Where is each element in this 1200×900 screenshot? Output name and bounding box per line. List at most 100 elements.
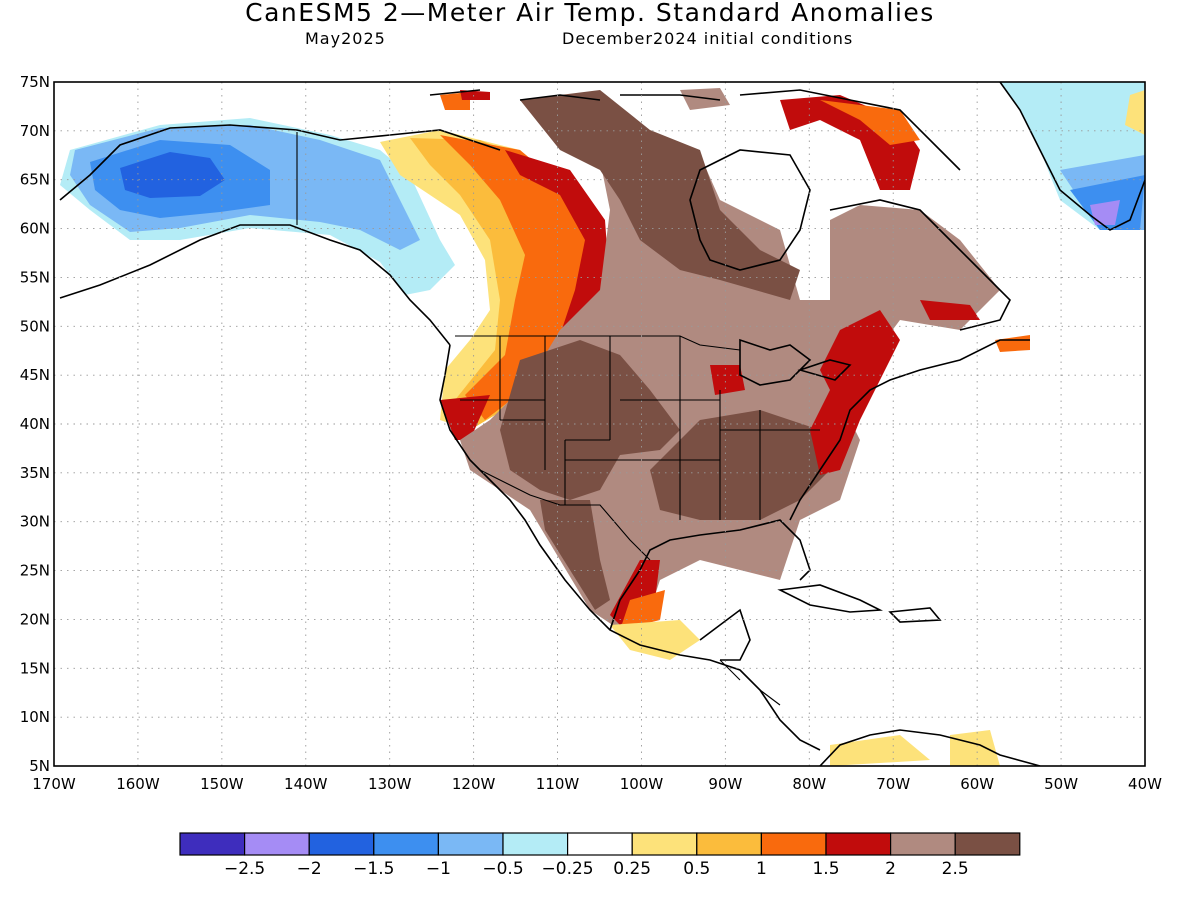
longitude-tick-label: 100W	[620, 775, 664, 793]
anomaly-region-red-labrador	[920, 300, 980, 320]
coastline-great-lakes	[739, 338, 852, 386]
colorbar-label: −1.5	[353, 859, 394, 879]
longitude-tick-label: 170W	[32, 775, 76, 793]
colorbar-label: 1.5	[812, 859, 839, 879]
coastlines	[59, 82, 1145, 766]
colorbar-swatch	[308, 832, 375, 856]
longitude-tick-label: 130W	[368, 775, 412, 793]
latitude-tick-label: 15N	[20, 659, 50, 677]
colorbar-swatch	[566, 832, 633, 856]
longitude-tick-label: 40W	[1128, 775, 1162, 793]
anomaly-region-brown-arctic-island	[680, 88, 730, 110]
coastline-labrador	[829, 199, 1011, 331]
border-us-canada	[455, 335, 741, 351]
anomaly-shading	[60, 82, 1145, 766]
colorbar-swatch	[760, 832, 827, 856]
longitude-tick-label: 60W	[960, 775, 994, 793]
latitude-tick-label: 50N	[20, 317, 50, 335]
colorbar-label: −0.5	[482, 859, 523, 879]
coastline-aleutians	[59, 224, 451, 346]
longitude-ticks: 170W 160W 150W 140W 130W 120W 110W 100W 90W 80W 70…	[32, 775, 1162, 793]
latitude-tick-label: 20N	[20, 610, 50, 628]
anomaly-region-greenland-yellow	[1125, 90, 1145, 135]
anomaly-region-orange-mexico	[620, 590, 665, 630]
longitude-tick-label: 50W	[1044, 775, 1078, 793]
colorbar-label: 2	[885, 859, 896, 879]
longitude-tick-label: 160W	[116, 775, 160, 793]
coastline-greenland	[999, 82, 1145, 231]
coastline-cuba	[777, 584, 883, 613]
latitude-tick-label: 60N	[20, 220, 50, 238]
anomaly-region-dark-brown-arctic	[520, 90, 800, 300]
coastline-yucatan	[699, 608, 751, 661]
latitude-tick-label: 25N	[20, 562, 50, 580]
anomaly-region-yellow-venezuela	[950, 730, 1000, 766]
anomaly-region-greenland-purple	[1090, 200, 1120, 225]
anomaly-region-orange-newfoundland	[995, 335, 1030, 352]
anomaly-region-red-east	[810, 310, 900, 475]
coastline-south-america	[819, 729, 1041, 766]
map-title: CanESM5 2—Meter Air Temp. Standard Anoma…	[245, 0, 935, 27]
latitude-tick-label: 55N	[20, 268, 50, 286]
latitude-tick-label: 45N	[20, 366, 50, 384]
coastline-hispaniola	[888, 607, 942, 623]
colorbar: −2.5 −2 −1.5 −1 −0.5 −0.25 0.25 0.5 1 1.5 2 2.5	[179, 832, 1021, 879]
latitude-tick-label: 5N	[29, 757, 50, 775]
colorbar-label: 1	[756, 859, 767, 879]
anomaly-region-red-arctic	[460, 90, 490, 100]
latitude-tick-label: 40N	[20, 415, 50, 433]
colorbar-label: −2.5	[224, 859, 265, 879]
anomaly-region-red-west	[505, 150, 610, 335]
latitude-tick-label: 70N	[20, 122, 50, 140]
colorbar-label: −2	[297, 859, 322, 879]
anomaly-region-light-brown	[460, 150, 1000, 640]
colorbar-swatch	[954, 832, 1021, 856]
anomaly-region-orange-quebec	[820, 100, 920, 145]
coastline-gulf	[609, 519, 811, 631]
political-boundaries	[296, 132, 820, 706]
anomaly-region-red-great-lakes	[710, 365, 745, 395]
colorbar-swatch	[502, 832, 569, 856]
coastline-arctic-islands	[429, 89, 961, 171]
longitude-tick-label: 90W	[708, 775, 742, 793]
colorbar-label: −1	[426, 859, 451, 879]
anomaly-region-dark-blue	[120, 152, 225, 198]
longitude-tick-label: 80W	[792, 775, 826, 793]
latitude-tick-label: 75N	[20, 73, 50, 91]
colorbar-label: 0.5	[683, 859, 710, 879]
colorbar-swatch	[889, 832, 956, 856]
map-frame	[53, 81, 1146, 767]
coastline-east-us	[789, 339, 1030, 521]
state-borders	[460, 336, 820, 520]
colorbar-label: 0.25	[613, 859, 651, 879]
colorbar-swatch	[179, 832, 246, 856]
latitude-ticks: 75N 70N 65N 60N 55N 50N 45N 40N 35N 30N 25N 20N 15N 1…	[20, 73, 50, 775]
colorbar-label: −0.25	[542, 859, 594, 879]
latitude-tick-label: 35N	[20, 464, 50, 482]
longitude-tick-label: 110W	[536, 775, 580, 793]
coastline-alaska	[59, 124, 501, 201]
latitude-tick-label: 65N	[20, 171, 50, 189]
initial-conditions-label: December2024 initial conditions	[562, 29, 854, 48]
anomaly-region-red-california	[440, 395, 490, 440]
coastline-west-us	[439, 344, 821, 751]
anomaly-region-red-mexico	[610, 560, 660, 625]
latitude-tick-label: 30N	[20, 513, 50, 531]
valid-month-label: May2025	[305, 29, 386, 48]
longitude-tick-label: 140W	[284, 775, 328, 793]
border-central-america	[719, 659, 781, 706]
anomaly-region-dark-brown-mexico	[540, 500, 610, 610]
colorbar-swatch	[244, 832, 310, 856]
anomaly-region-yellow-mexico	[610, 620, 700, 660]
longitude-tick-label: 150W	[200, 775, 244, 793]
colorbar-swatch	[696, 832, 762, 856]
longitude-tick-label: 70W	[876, 775, 910, 793]
latitude-tick-label: 10N	[20, 708, 50, 726]
anomaly-region-dark-brown-east	[650, 410, 830, 520]
colorbar-swatch	[631, 832, 698, 856]
anomaly-region-yellow-south-america	[830, 735, 930, 766]
longitude-tick-label: 120W	[452, 775, 496, 793]
colorbar-swatch	[373, 832, 439, 856]
colorbar-swatch	[825, 832, 892, 856]
